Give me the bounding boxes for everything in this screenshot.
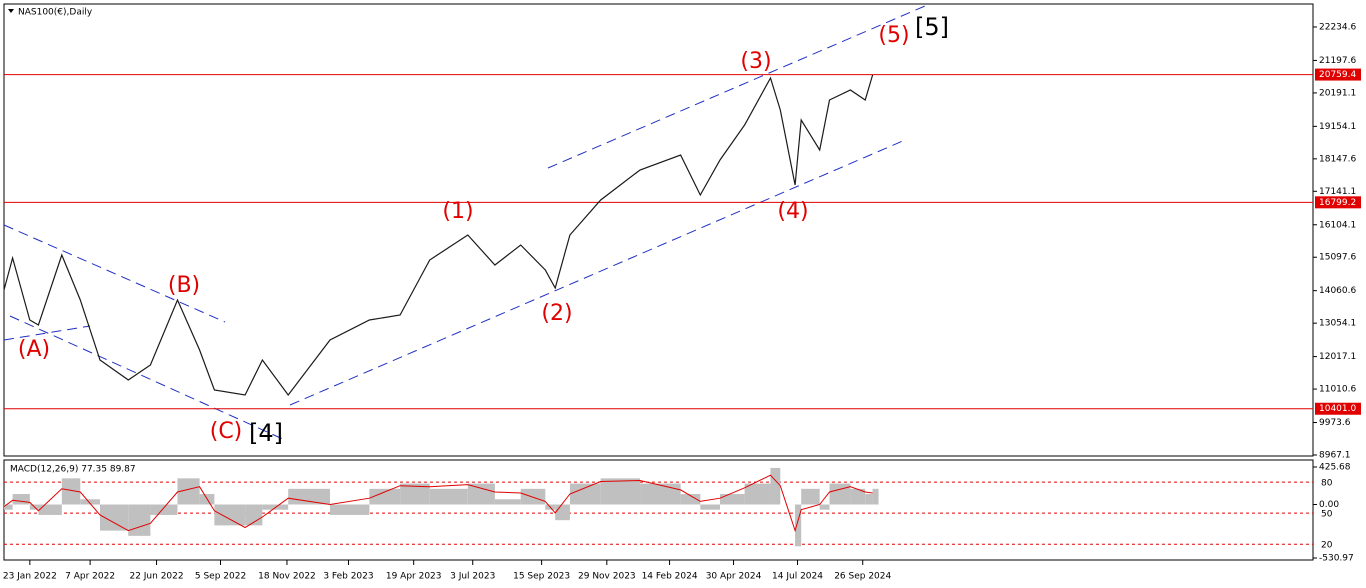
wave-label: (A) <box>18 337 50 362</box>
macd-bar <box>61 478 81 505</box>
channel-line <box>3 325 91 341</box>
level-label: 20759.4 <box>1319 70 1356 80</box>
macd-bar <box>680 494 701 505</box>
macd-bar <box>640 483 681 505</box>
macd-bar <box>872 488 879 505</box>
x-tick-label: 3 Feb 2023 <box>323 572 373 582</box>
y-tick-label: 20191.1 <box>1319 88 1356 98</box>
macd-bar <box>600 478 641 505</box>
y-tick-label: 14060.6 <box>1319 286 1356 296</box>
wave-label: (B) <box>168 273 200 298</box>
channel-line <box>3 224 226 323</box>
y-tick-label: 0.00 <box>1319 500 1339 510</box>
macd-bar <box>400 483 430 505</box>
macd-bar <box>850 488 866 505</box>
wave-label: (1) <box>442 199 473 224</box>
y-tick-label: 19154.1 <box>1319 122 1356 132</box>
wave-label: [4] <box>249 419 283 447</box>
macd-bar <box>38 504 62 515</box>
wave-label: (4) <box>777 199 808 224</box>
level-tag <box>1315 68 1361 81</box>
x-tick-label: 3 Jul 2023 <box>450 572 495 582</box>
y-tick-label: 9973.6 <box>1319 418 1351 428</box>
signal-line <box>3 474 873 533</box>
x-tick-label: 22 Jun 2022 <box>129 572 183 582</box>
wave-label: [5] <box>915 13 949 41</box>
x-tick-label: 14 Feb 2024 <box>642 572 698 582</box>
macd-bar <box>80 499 100 505</box>
x-tick-label: 7 Apr 2022 <box>65 572 115 582</box>
macd-bar <box>429 488 468 505</box>
macd-bar <box>177 478 200 505</box>
wave-label: (3) <box>740 49 771 74</box>
macd-bar <box>150 504 178 515</box>
macd-bar <box>467 483 495 505</box>
macd-bar <box>569 483 601 505</box>
macd-bar <box>700 504 721 510</box>
y-tick-label: 11010.6 <box>1319 385 1356 395</box>
y2-tick-label: 20 <box>1321 541 1333 551</box>
y-tick-label: 425.68 <box>1319 463 1351 473</box>
macd-bar <box>288 488 331 505</box>
x-tick-label: 26 Sep 2024 <box>834 572 891 582</box>
x-tick-label: 29 Nov 2023 <box>578 572 636 582</box>
x-tick-label: 18 Nov 2022 <box>258 572 316 582</box>
macd-panel <box>3 459 1314 561</box>
channel-line <box>9 315 286 441</box>
wave-label: (5) <box>878 23 909 48</box>
macd-bar <box>494 499 521 505</box>
chart-title: NAS100(€),Daily <box>18 8 93 18</box>
macd-bar <box>795 504 802 547</box>
y-tick-label: 16104.1 <box>1319 220 1356 230</box>
y-tick-label: 15097.6 <box>1319 253 1356 263</box>
y-tick-label: 12017.1 <box>1319 352 1356 362</box>
level-label: 10401.0 <box>1319 404 1356 414</box>
x-tick-label: 15 Sep 2023 <box>513 572 570 582</box>
menu-arrow[interactable] <box>8 9 14 13</box>
y2-tick-label: 50 <box>1321 510 1333 520</box>
x-tick-label: 14 Jul 2024 <box>772 572 823 582</box>
x-tick-label: 19 Apr 2023 <box>386 572 442 582</box>
main-panel <box>3 3 1314 457</box>
wave-label: (2) <box>541 301 572 326</box>
channel-line <box>547 5 926 169</box>
y-tick-label: 22234.6 <box>1319 22 1356 32</box>
level-tag <box>1315 402 1361 415</box>
level-tag <box>1315 196 1361 209</box>
macd-bar <box>369 488 401 505</box>
level-label: 16799.2 <box>1319 198 1356 208</box>
macd-bar <box>520 488 546 505</box>
macd-bar <box>214 504 246 526</box>
macd-bar <box>555 504 570 521</box>
wave-label: (C) <box>210 419 243 444</box>
macd-bar <box>744 483 771 505</box>
macd-bar <box>865 494 873 505</box>
price-line <box>3 74 874 397</box>
macd-bar <box>330 504 370 515</box>
y-tick-label: 17141.1 <box>1319 187 1356 197</box>
macd-bar <box>801 488 820 505</box>
channel-lines <box>3 5 926 441</box>
y2-tick-label: 80 <box>1321 479 1333 489</box>
macd-bar <box>128 504 151 536</box>
x-tick-label: 23 Jan 2022 <box>3 572 57 582</box>
y-tick-label: 21197.6 <box>1319 56 1356 66</box>
macd-bar <box>12 494 30 505</box>
macd-bar <box>819 504 830 510</box>
macd-bar <box>829 483 851 505</box>
macd-bar <box>720 494 745 505</box>
x-tick-label: 30 Apr 2024 <box>706 572 762 582</box>
macd-bar <box>4 504 13 510</box>
y-tick-label: 18147.6 <box>1319 154 1356 164</box>
y-tick-label: 13054.1 <box>1319 319 1356 329</box>
macd-title: MACD(12,26,9) 77.35 89.87 <box>10 465 136 475</box>
x-tick-label: 5 Sep 2022 <box>195 572 246 582</box>
y-tick-label: -530.97 <box>1319 554 1354 564</box>
y-tick-label: 8967.1 <box>1319 450 1351 460</box>
macd-bar <box>770 467 781 505</box>
